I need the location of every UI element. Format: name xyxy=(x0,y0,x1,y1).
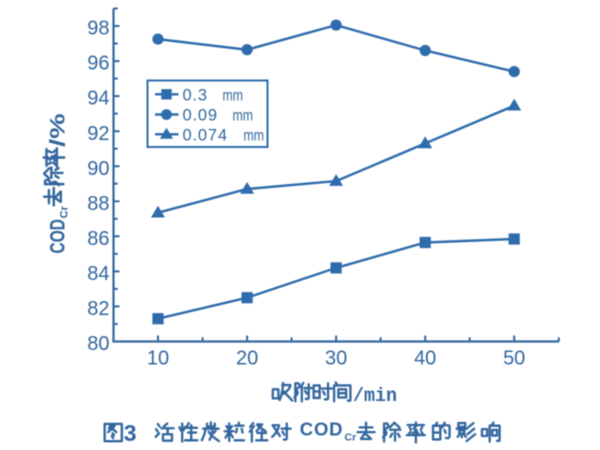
svg-text:0.074: 0.074 xyxy=(183,126,228,144)
svg-text:94: 94 xyxy=(87,88,109,110)
svg-text:mm: mm xyxy=(223,87,244,104)
svg-text:92: 92 xyxy=(87,123,109,145)
svg-text:mm: mm xyxy=(244,127,265,144)
svg-text:Cr: Cr xyxy=(345,432,357,444)
svg-text:0.3: 0.3 xyxy=(183,86,208,104)
svg-text:COD: COD xyxy=(300,418,344,439)
svg-text:/min: /min xyxy=(353,385,397,407)
svg-text:40: 40 xyxy=(414,348,436,370)
svg-text:mm: mm xyxy=(233,108,254,125)
svg-text:10: 10 xyxy=(147,348,169,370)
svg-text:98: 98 xyxy=(87,18,109,40)
svg-text:30: 30 xyxy=(325,348,347,370)
svg-text:90: 90 xyxy=(87,158,109,180)
svg-text:86: 86 xyxy=(87,228,109,250)
svg-text:50: 50 xyxy=(503,348,525,370)
svg-text:84: 84 xyxy=(87,263,109,285)
svg-text:COD: COD xyxy=(46,219,69,254)
svg-text:96: 96 xyxy=(87,53,109,75)
svg-text:88: 88 xyxy=(87,193,109,215)
svg-text:20: 20 xyxy=(236,348,258,370)
svg-text:/%: /% xyxy=(46,113,69,147)
svg-text:3: 3 xyxy=(124,420,137,446)
svg-text:0.09: 0.09 xyxy=(183,107,218,125)
svg-text:80: 80 xyxy=(87,333,109,355)
svg-text:82: 82 xyxy=(87,298,109,320)
svg-text:Cr: Cr xyxy=(58,205,70,218)
